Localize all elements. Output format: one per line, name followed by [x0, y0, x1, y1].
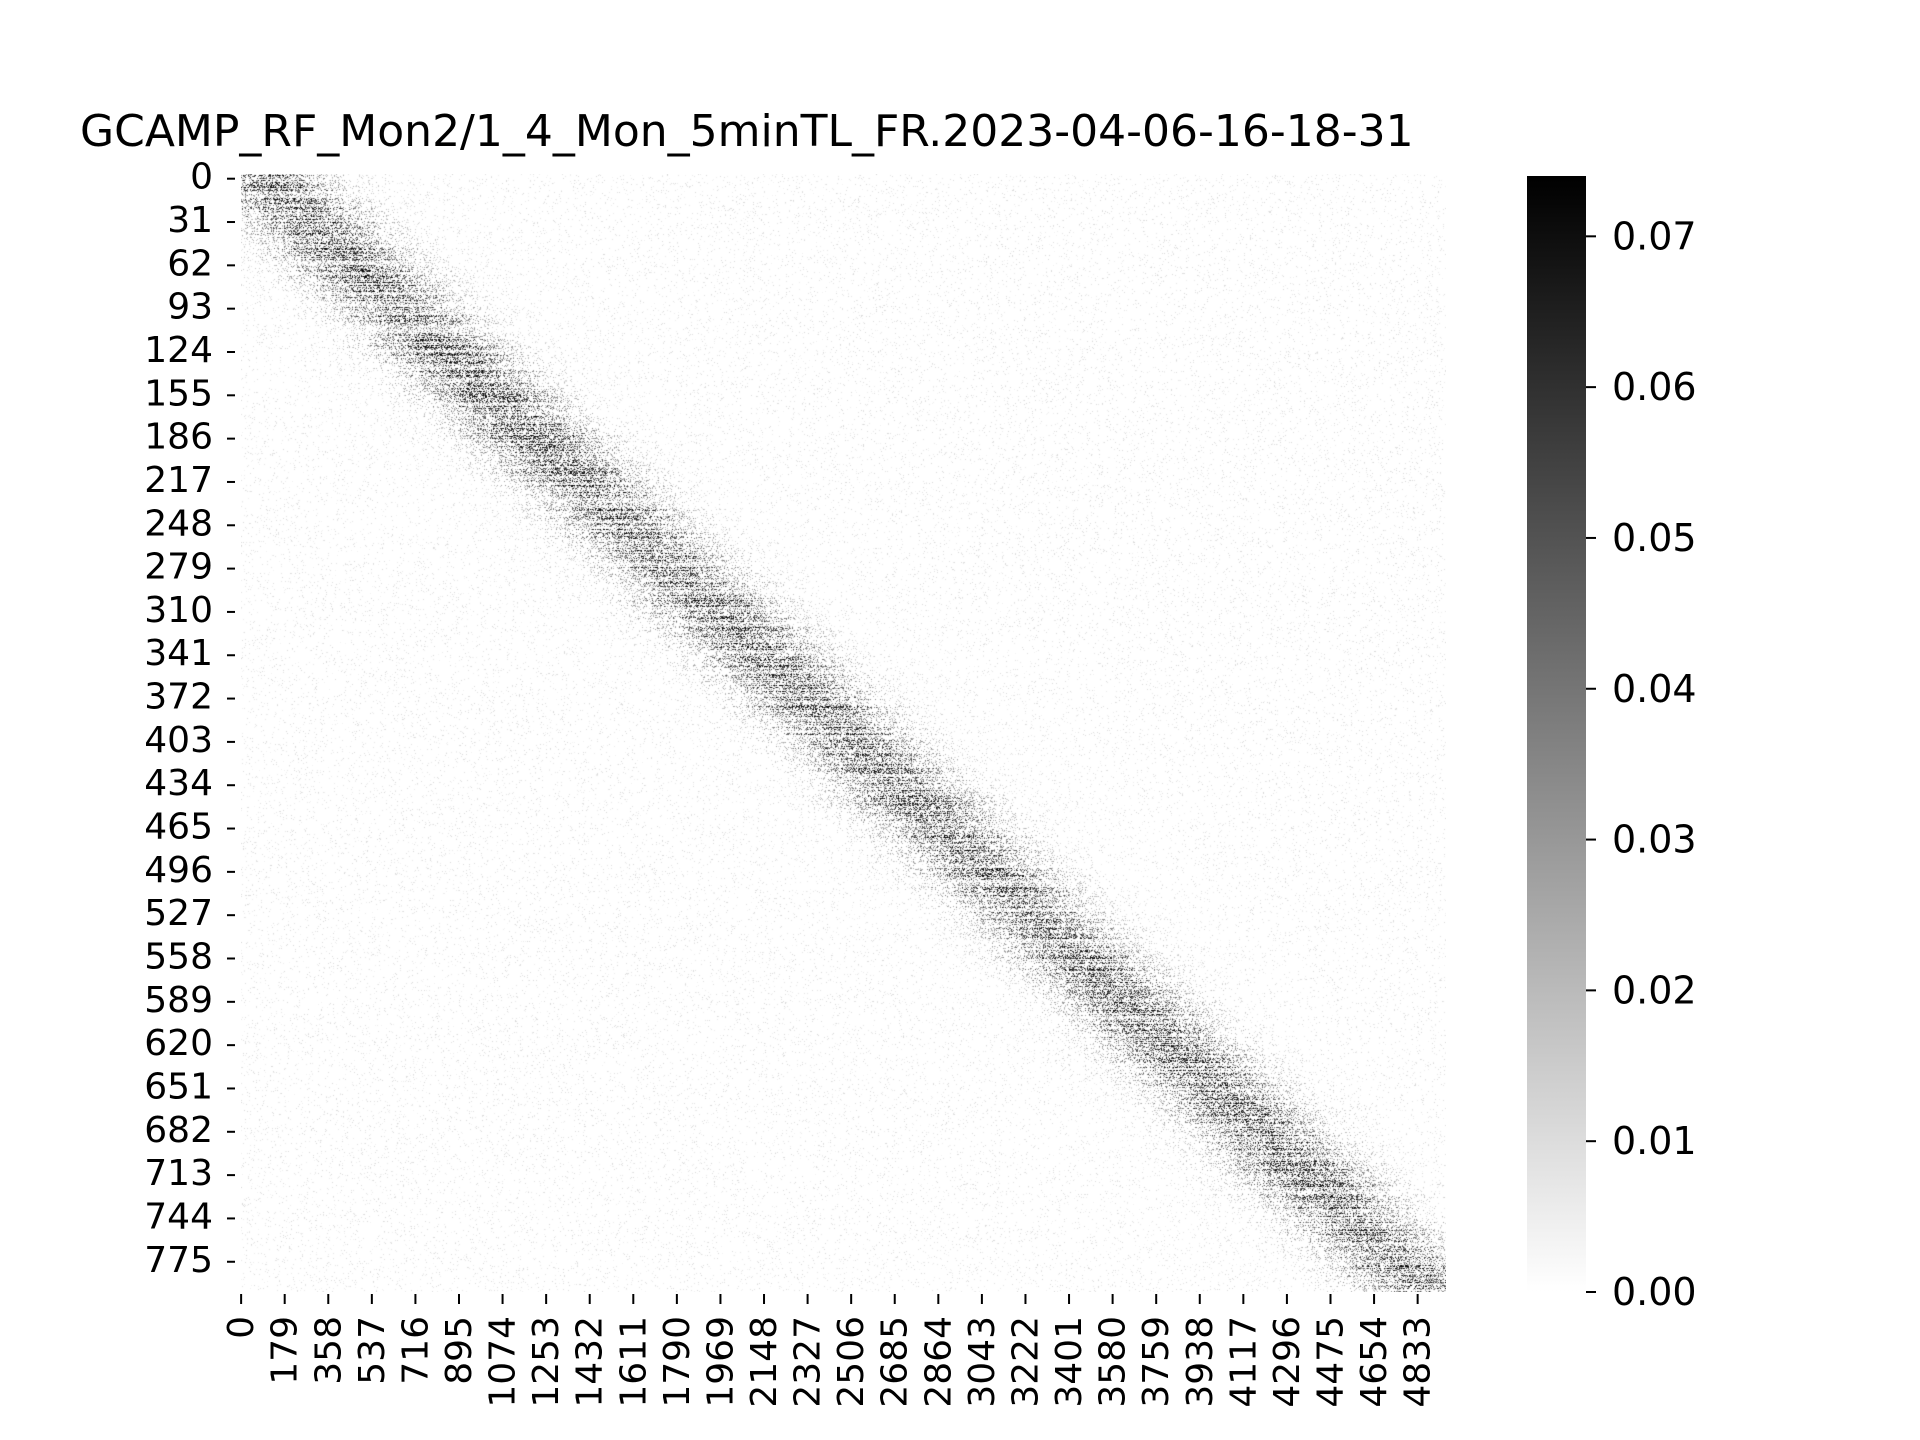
colorbar-tick-label: 0.03 — [1612, 818, 1697, 862]
y-tick-label: 372 — [144, 677, 213, 718]
x-tick-label: 895 — [439, 1316, 480, 1385]
colorbar-tick-label: 0.05 — [1612, 516, 1697, 560]
x-tick-label: 0 — [221, 1316, 262, 1339]
y-tick-label: 217 — [144, 460, 213, 501]
y-tick-label: 620 — [144, 1023, 213, 1064]
y-tick-label: 93 — [167, 287, 213, 328]
x-tick-label: 2864 — [918, 1316, 959, 1408]
y-tick-label: 744 — [144, 1196, 213, 1237]
x-tick-label: 4117 — [1223, 1316, 1264, 1408]
x-tick-label: 3043 — [962, 1316, 1003, 1408]
x-tick-label: 4475 — [1310, 1316, 1351, 1408]
x-tick-label: 4654 — [1354, 1316, 1395, 1408]
x-tick-label: 1432 — [570, 1316, 611, 1408]
y-tick-label: 155 — [144, 373, 213, 414]
y-axis: 0316293124155186217248279310341372403434… — [144, 157, 235, 1281]
y-tick-label: 403 — [144, 720, 213, 761]
chart-title: GCAMP_RF_Mon2/1_4_Mon_5minTL_FR.2023-04-… — [80, 106, 1414, 157]
y-tick-label: 186 — [144, 417, 213, 458]
x-tick-label: 3938 — [1180, 1316, 1221, 1408]
x-tick-label: 3222 — [1005, 1316, 1046, 1408]
y-tick-label: 713 — [144, 1153, 213, 1194]
x-tick-label: 4833 — [1398, 1316, 1439, 1408]
y-tick-label: 434 — [144, 763, 213, 804]
y-tick-label: 589 — [144, 980, 213, 1021]
x-tick-label: 2506 — [831, 1316, 872, 1408]
y-tick-label: 279 — [144, 547, 213, 588]
y-tick-label: 62 — [167, 243, 213, 284]
x-tick-label: 3580 — [1093, 1316, 1134, 1408]
y-tick-label: 465 — [144, 807, 213, 848]
colorbar-tick-label: 0.06 — [1612, 365, 1697, 409]
x-tick-label: 1969 — [700, 1316, 741, 1408]
x-tick-label: 358 — [308, 1316, 349, 1385]
x-tick-label: 537 — [352, 1316, 393, 1385]
x-tick-label: 4296 — [1267, 1316, 1308, 1408]
x-tick-label: 3401 — [1049, 1316, 1090, 1408]
x-tick-label: 1074 — [483, 1316, 524, 1408]
x-tick-label: 3759 — [1136, 1316, 1177, 1408]
heatmap-cells — [241, 174, 1446, 1292]
y-tick-label: 31 — [167, 200, 213, 241]
y-tick-label: 496 — [144, 850, 213, 891]
y-tick-label: 124 — [144, 330, 213, 371]
y-tick-label: 558 — [144, 937, 213, 978]
colorbar-tick-label: 0.04 — [1612, 667, 1697, 711]
y-tick-label: 310 — [144, 590, 213, 631]
x-tick-label: 2327 — [788, 1316, 829, 1408]
x-tick-label: 2685 — [875, 1316, 916, 1408]
y-tick-label: 527 — [144, 893, 213, 934]
y-tick-label: 248 — [144, 503, 213, 544]
colorbar-ticks: 0.00 0.01 0.02 0.03 0.04 0.05 0.06 0.07 — [1586, 214, 1697, 1314]
colorbar-gradient — [1527, 176, 1586, 1292]
x-axis: 0 179 358 537 716 895 1074 1253 1432 1611 1790 1969… — [221, 1294, 1439, 1408]
x-tick-label: 716 — [395, 1316, 436, 1385]
colorbar-tick-label: 0.07 — [1612, 214, 1697, 258]
x-tick-label: 179 — [265, 1316, 306, 1385]
colorbar: 0.00 0.01 0.02 0.03 0.04 0.05 0.06 0.07 — [1527, 176, 1697, 1314]
x-tick-label: 1611 — [613, 1316, 654, 1408]
colorbar-tick-label: 0.00 — [1612, 1270, 1697, 1314]
y-tick-label: 341 — [144, 633, 213, 674]
colorbar-tick-label: 0.02 — [1612, 968, 1697, 1012]
x-tick-label: 1790 — [657, 1316, 698, 1408]
y-tick-label: 0 — [190, 157, 213, 198]
y-tick-label: 775 — [144, 1240, 213, 1281]
x-tick-label: 2148 — [744, 1316, 785, 1408]
x-tick-label: 1253 — [526, 1316, 567, 1408]
colorbar-tick-label: 0.01 — [1612, 1119, 1697, 1163]
y-tick-label: 651 — [144, 1066, 213, 1107]
y-tick-label: 682 — [144, 1110, 213, 1151]
